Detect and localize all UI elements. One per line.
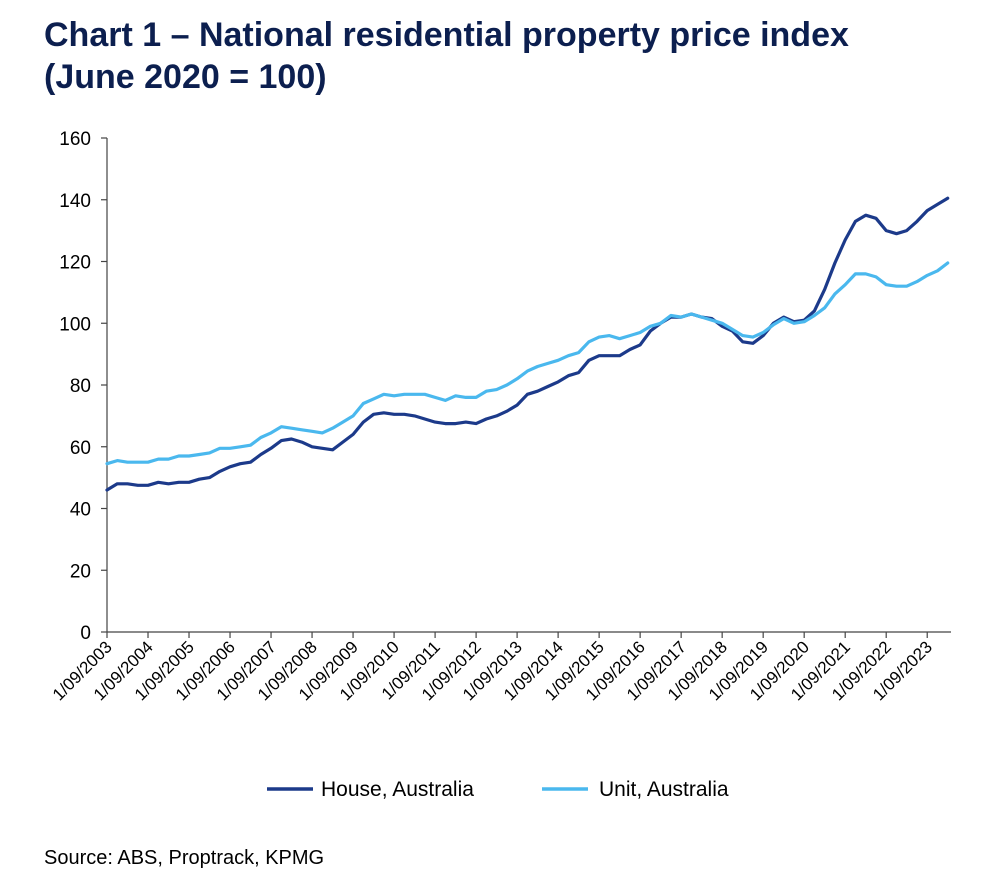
series-lines bbox=[105, 196, 950, 492]
y-tick-label: 80 bbox=[70, 376, 91, 397]
x-axis: 1/09/20031/09/20041/09/20051/09/20061/09… bbox=[49, 631, 951, 704]
y-tick-label: 0 bbox=[80, 623, 91, 644]
y-tick-label: 60 bbox=[70, 438, 91, 459]
legend: House, Australia Unit, Australia bbox=[267, 778, 729, 801]
legend-label-unit: Unit, Australia bbox=[599, 778, 729, 801]
y-axis: 0 20 40 60 80 100 120 140 160 bbox=[59, 129, 108, 644]
series-line-unit bbox=[105, 261, 950, 466]
chart-title: Chart 1 – National residential property … bbox=[44, 14, 964, 98]
series-line-house bbox=[105, 196, 950, 492]
y-tick-label: 140 bbox=[59, 191, 91, 212]
y-tick-label: 100 bbox=[59, 314, 91, 335]
source-note: Source: ABS, Proptrack, KPMG bbox=[44, 847, 325, 869]
chart-title-line-2: (June 2020 = 100) bbox=[44, 58, 327, 96]
y-tick-label: 40 bbox=[70, 500, 91, 521]
y-tick-label: 160 bbox=[59, 129, 91, 150]
y-tick-label: 20 bbox=[70, 561, 91, 582]
y-tick-label: 120 bbox=[59, 253, 91, 274]
legend-label-house: House, Australia bbox=[321, 778, 474, 801]
chart-title-line-1: Chart 1 – National residential property … bbox=[44, 16, 849, 54]
